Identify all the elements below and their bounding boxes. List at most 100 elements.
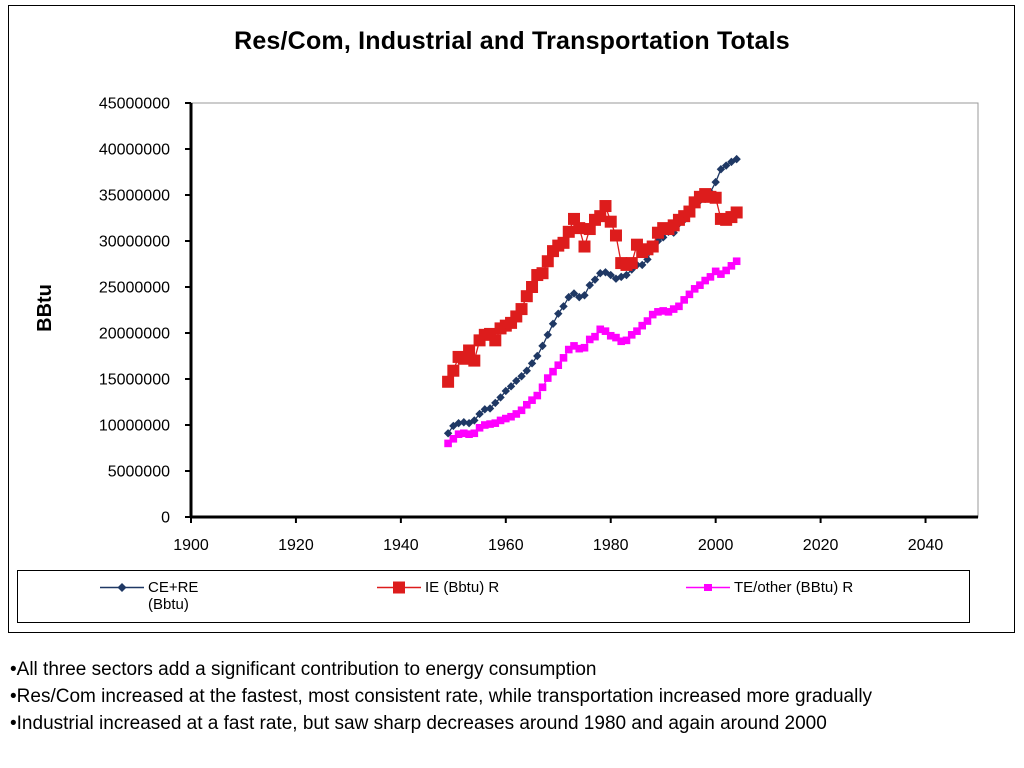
y-tick-label: 35000000 (99, 188, 170, 205)
data-point (570, 342, 578, 350)
data-point (575, 344, 584, 353)
data-point (536, 267, 549, 280)
data-point (596, 325, 605, 334)
data-point (562, 225, 575, 238)
data-point (522, 400, 531, 409)
data-point (609, 229, 622, 242)
data-point (683, 205, 696, 218)
legend-marker-te (686, 584, 730, 591)
x-tick-label: 1940 (383, 537, 419, 554)
data-point (515, 303, 528, 316)
chart-plot: 0 5000000 10000000 15000000 20000000 25000000… (34, 96, 979, 554)
data-point (549, 367, 557, 376)
chart-title: Res/Com, Industrial and Transportation T… (234, 27, 790, 55)
data-point (633, 327, 641, 335)
data-point (638, 260, 647, 270)
data-point (638, 321, 647, 330)
data-point (489, 334, 502, 347)
data-point (501, 386, 510, 396)
data-point (622, 336, 631, 345)
data-point (604, 215, 617, 228)
data-point (554, 361, 563, 369)
data-point (538, 341, 547, 351)
notes-list: •All three sectors add a significant con… (10, 656, 1015, 737)
data-point (669, 305, 678, 313)
plot-area (190, 102, 979, 518)
x-tick-label: 2000 (698, 537, 734, 554)
y-tick-label: 45000000 (99, 96, 170, 113)
data-point (543, 330, 552, 340)
data-point (709, 191, 722, 204)
data-point (468, 354, 481, 367)
data-point (611, 274, 621, 283)
data-point (533, 351, 542, 361)
chart-frame: CE+RE (Bbtu) IE (Bbtu) R TE/other (BBtu)… (8, 5, 1015, 633)
data-point (465, 430, 473, 438)
y-tick-label: 15000000 (99, 372, 170, 389)
data-point (627, 331, 636, 339)
data-point (454, 430, 463, 438)
data-point (527, 359, 537, 368)
y-tick-label: 30000000 (99, 234, 170, 251)
y-tick-label: 40000000 (99, 142, 170, 159)
data-point (443, 429, 453, 438)
data-point (557, 236, 570, 249)
data-point (585, 280, 594, 290)
data-point (721, 161, 731, 170)
note-item: •Res/Com increased at the fastest, most … (10, 686, 873, 707)
legend-marker-ce-re (100, 583, 144, 592)
data-point (470, 416, 479, 425)
data-point (512, 376, 521, 386)
x-tick-label: 1900 (173, 537, 209, 554)
data-point (496, 416, 505, 425)
x-tick-label: 2040 (908, 537, 944, 554)
data-point (554, 309, 563, 318)
data-point (568, 212, 581, 225)
data-point (520, 290, 533, 303)
data-point (590, 275, 600, 284)
data-point (659, 307, 667, 315)
y-tick-label: 5000000 (108, 464, 170, 481)
data-point (580, 291, 589, 300)
data-point (580, 343, 589, 352)
data-point (612, 333, 620, 342)
data-point (541, 255, 554, 268)
data-point (475, 409, 484, 419)
data-point (680, 296, 688, 304)
data-point (594, 210, 607, 223)
data-point (533, 391, 542, 400)
data-point (727, 262, 736, 270)
data-point (486, 420, 494, 428)
data-point (485, 404, 495, 413)
data-point (481, 421, 489, 429)
data-point (727, 157, 736, 167)
data-point (459, 418, 469, 427)
data-point (522, 366, 531, 375)
data-point (585, 335, 594, 344)
data-point (569, 289, 579, 298)
data-point (617, 337, 626, 346)
data-point (648, 310, 657, 319)
data-point (538, 383, 547, 392)
data-point (475, 423, 484, 432)
data-point (711, 267, 720, 276)
data-point (664, 308, 673, 316)
note-item: •Industrial increased at a fast rate, bu… (10, 713, 827, 734)
data-point (722, 266, 730, 275)
legend-label-ce-re-line2: (Bbtu) (148, 596, 189, 613)
data-point (583, 223, 596, 236)
data-point (460, 429, 468, 438)
data-point (507, 412, 515, 421)
data-point (625, 257, 638, 270)
data-point (442, 375, 455, 388)
x-tick-label: 1980 (593, 537, 629, 554)
data-point (716, 165, 726, 174)
data-point (543, 374, 552, 382)
legend-marker-ie (377, 581, 421, 594)
legend-label-ie: IE (Bbtu) R (425, 579, 500, 596)
legend-label-te: TE/other (BBtu) R (734, 579, 854, 596)
data-point (578, 240, 591, 253)
data-point (690, 285, 699, 293)
y-tick-label: 0 (161, 510, 170, 527)
y-axis-label: BBtu (34, 284, 56, 332)
